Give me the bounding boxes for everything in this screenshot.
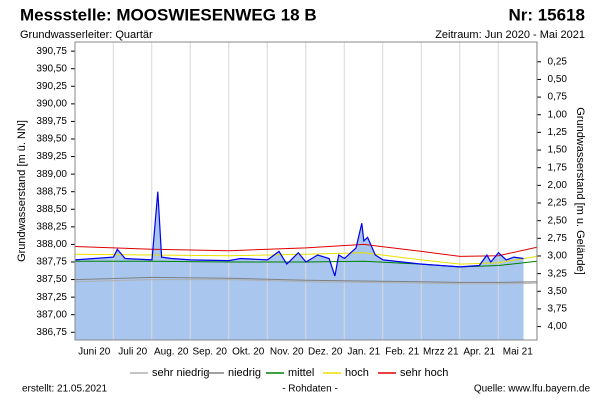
- y2-tick-label: 3,25: [548, 268, 568, 279]
- y-tick-label: 388,75: [36, 186, 67, 197]
- x-tick-label: Dez. 20: [308, 347, 343, 358]
- y-tick-label: 388,25: [36, 221, 67, 232]
- y2-axis-title: Grundwasserstand [m u. Gelände]: [574, 107, 586, 275]
- y-tick-label: 390,75: [36, 46, 67, 57]
- x-tick-label: Sep. 20: [193, 347, 228, 358]
- y-tick-label: 389,00: [36, 169, 67, 180]
- y2-tick-label: 2,25: [548, 198, 568, 209]
- y2-tick-label: 0,50: [548, 74, 568, 85]
- y2-tick-label: 4,00: [548, 321, 568, 332]
- subtitle: Grundwasserleiter: Quartär: [20, 29, 153, 41]
- x-tick-label: Aug. 20: [154, 347, 189, 358]
- y-tick-label: 387,25: [36, 292, 67, 303]
- chart-title: Messstelle: MOOSWIESENWEG 18 B: [20, 5, 317, 24]
- y-axis-title: Grundwasserstand [m ü. NN]: [16, 120, 28, 262]
- y-tick-label: 389,75: [36, 116, 67, 127]
- raw-data-note: - Rohdaten -: [282, 384, 338, 395]
- y2-tick-label: 2,00: [548, 180, 568, 191]
- x-tick-label: Nov. 20: [270, 347, 304, 358]
- x-tick-label: Apr. 21: [463, 347, 495, 358]
- measured-area: [75, 191, 524, 340]
- y2-tick-label: 0,25: [548, 56, 568, 67]
- y-tick-label: 390,25: [36, 81, 67, 92]
- x-tick-label: Feb. 21: [385, 347, 419, 358]
- reference-line: [74, 279, 538, 285]
- x-tick-label: Okt. 20: [232, 347, 265, 358]
- period: Zeitraum: Jun 2020 - Mai 2021: [435, 29, 585, 41]
- y2-tick-label: 3,75: [548, 304, 568, 315]
- y2-tick-label: 1,25: [548, 127, 568, 138]
- x-tick-label: Jan. 21: [347, 347, 380, 358]
- y-tick-label: 390,00: [36, 98, 67, 109]
- x-tick-label: Juni 20: [78, 347, 111, 358]
- source: Quelle: www.lfu.bayern.de: [474, 384, 591, 395]
- y-tick-label: 390,50: [36, 63, 67, 74]
- reference-line: [74, 252, 538, 265]
- y-tick-label: 388,50: [36, 204, 67, 215]
- legend-label: niedrig: [228, 367, 261, 379]
- plot-border: [74, 41, 538, 341]
- x-tick-label: Mai 21: [503, 347, 533, 358]
- y2-tick-label: 3,50: [548, 286, 568, 297]
- legend-label: sehr niedrig: [152, 367, 209, 379]
- legend-label: mittel: [288, 367, 314, 379]
- reference-line: [74, 276, 538, 283]
- y-tick-label: 387,75: [36, 257, 67, 268]
- y-tick-label: 389,25: [36, 151, 67, 162]
- y2-tick-label: 1,50: [548, 145, 568, 156]
- y2-tick-label: 1,75: [548, 162, 568, 173]
- x-tick-label: Mrzz 21: [423, 347, 459, 358]
- legend-label: hoch: [345, 367, 369, 379]
- station-number: Nr: 15618: [508, 5, 585, 24]
- reference-line: [75, 260, 538, 268]
- legend-label: sehr hoch: [400, 367, 448, 379]
- y2-tick-label: 2,75: [548, 233, 568, 244]
- x-tick-label: Juli 20: [118, 347, 147, 358]
- y2-tick-label: 2,50: [548, 215, 568, 226]
- created-date: erstellt: 21.05.2021: [22, 384, 107, 395]
- y-tick-label: 386,75: [36, 327, 67, 338]
- y-tick-label: 388,00: [36, 239, 67, 250]
- y-tick-label: 389,50: [36, 134, 67, 145]
- measured-line: [74, 191, 524, 277]
- y2-tick-label: 0,75: [548, 92, 568, 103]
- y-tick-label: 387,00: [36, 309, 67, 320]
- y-tick-label: 387,50: [36, 274, 67, 285]
- y2-tick-label: 1,00: [548, 109, 568, 120]
- y2-tick-label: 3,00: [548, 251, 568, 262]
